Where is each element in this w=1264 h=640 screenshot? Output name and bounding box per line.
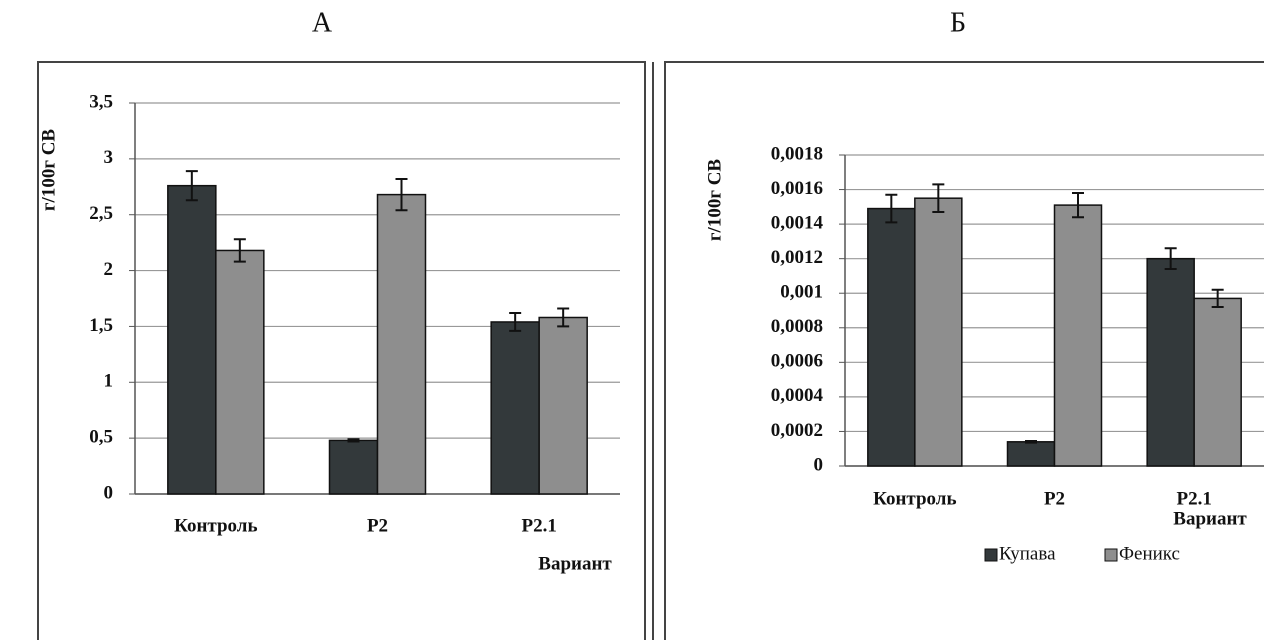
legend-label: Феникс <box>1119 543 1180 564</box>
y-tick-label: 1,5 <box>89 315 113 336</box>
error-bar <box>1025 439 1037 444</box>
legend-marker <box>1104 548 1118 562</box>
bar <box>867 207 916 467</box>
y-tick-label: 1 <box>104 371 114 392</box>
y-tick-label: 2,5 <box>89 203 113 224</box>
y-tick-label: 0,0006 <box>771 351 823 372</box>
chart-title: Б <box>950 7 966 38</box>
bar <box>376 193 427 495</box>
bar <box>167 184 217 495</box>
x-axis-label: Вариант <box>1173 508 1247 529</box>
legend-label: Купава <box>999 543 1056 564</box>
error-bar <box>557 307 570 328</box>
y-tick-label: 3,5 <box>89 91 113 112</box>
legend-marker <box>984 548 998 562</box>
error-bar <box>185 170 198 202</box>
bar <box>1053 204 1103 467</box>
y-tick-label: 0 <box>104 482 114 503</box>
x-tick-label: P2.1 <box>521 515 556 536</box>
y-axis-label: г/100г СВ <box>38 129 59 212</box>
x-tick-label: P2 <box>1044 488 1065 509</box>
y-tick-label: 0,0002 <box>771 420 823 441</box>
bar <box>328 439 379 495</box>
error-bar <box>395 177 408 212</box>
error-bar <box>233 238 246 263</box>
error-bar <box>1164 247 1177 271</box>
y-tick-label: 0,0014 <box>771 212 824 233</box>
x-tick-label: P2 <box>367 515 388 536</box>
error-bar <box>932 183 945 214</box>
bar <box>914 197 963 467</box>
y-tick-label: 3 <box>104 147 114 168</box>
error-bar <box>509 312 522 332</box>
bar <box>538 316 588 495</box>
bar <box>1146 257 1195 467</box>
bar <box>1193 297 1242 467</box>
error-bar <box>1211 288 1224 309</box>
x-tick-label: Контроль <box>174 515 257 536</box>
bar <box>1006 441 1056 467</box>
y-tick-label: 0,0012 <box>771 247 823 268</box>
x-tick-label: Контроль <box>873 488 956 509</box>
y-tick-label: 0,0008 <box>771 316 823 337</box>
y-axis-label: г/100г СВ <box>704 159 725 242</box>
error-bar <box>1072 192 1084 219</box>
error-bar <box>885 193 898 224</box>
panel-frame <box>664 61 1264 640</box>
x-axis-label: Вариант <box>538 553 612 574</box>
error-bar <box>347 438 360 443</box>
y-tick-label: 0,0018 <box>771 143 823 164</box>
y-tick-label: 0 <box>814 454 824 475</box>
y-tick-label: 0,5 <box>89 427 113 448</box>
chart-title: А <box>312 7 333 38</box>
x-tick-label: P2.1 <box>1176 488 1211 509</box>
y-tick-label: 2 <box>104 259 114 280</box>
y-tick-label: 0,0004 <box>771 385 824 406</box>
bar <box>490 321 540 495</box>
y-tick-label: 0,001 <box>780 282 823 303</box>
panel-frame <box>37 61 646 640</box>
bar <box>215 249 265 495</box>
y-tick-label: 0,0016 <box>771 178 823 199</box>
